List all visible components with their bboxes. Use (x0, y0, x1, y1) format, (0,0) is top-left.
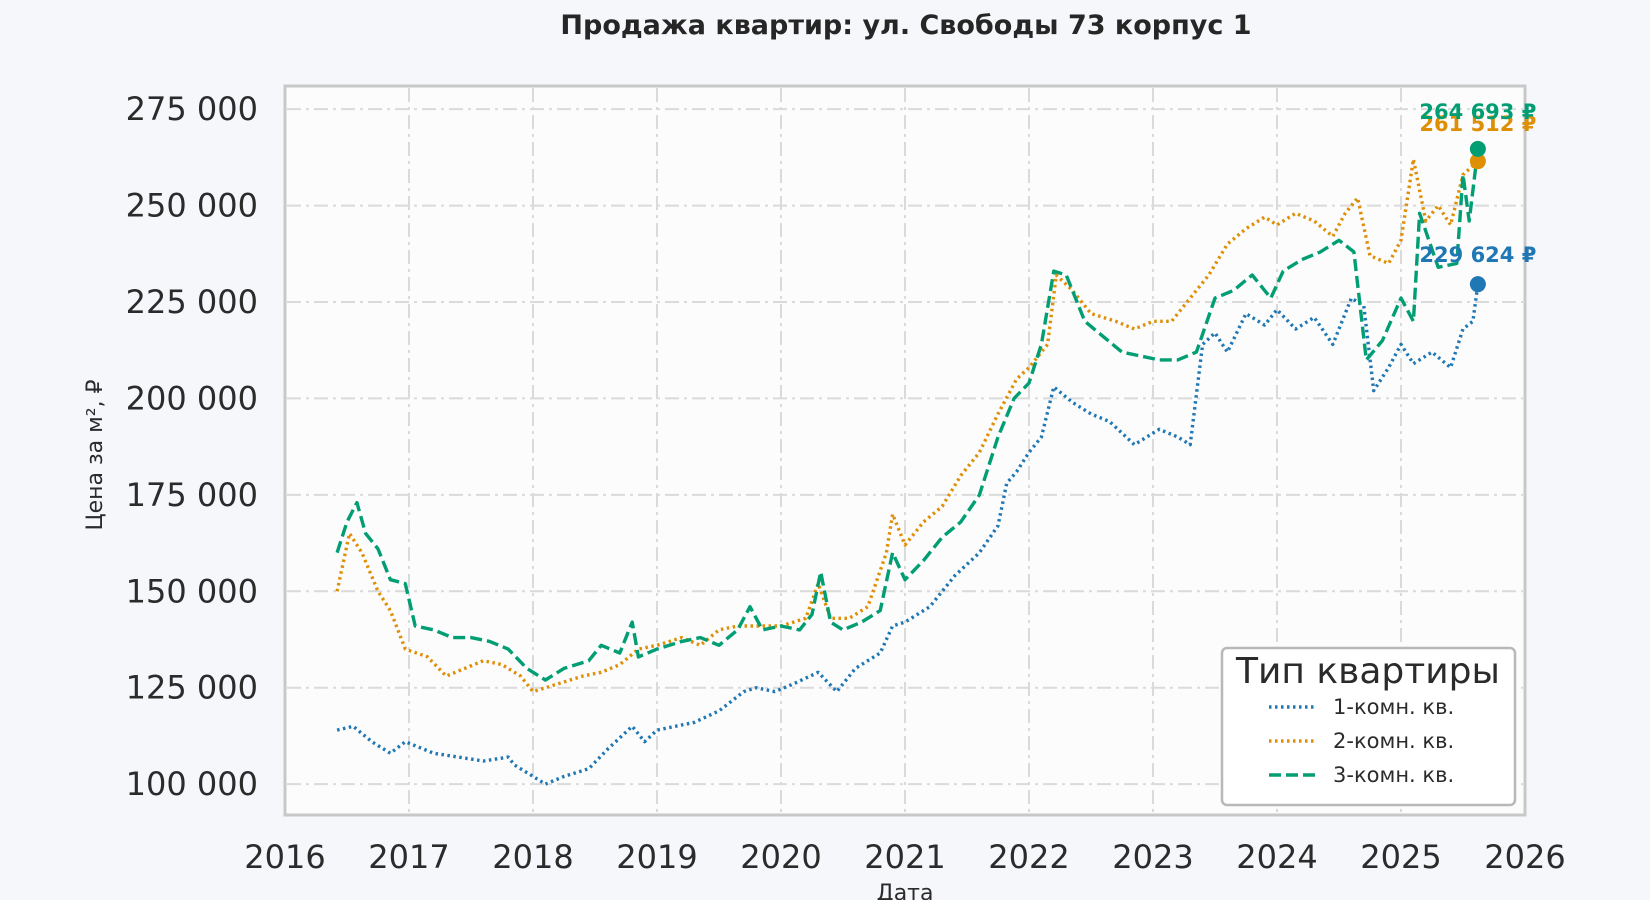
y-axis-label: Цена за м², ₽ (83, 379, 108, 530)
end-value-label: 264 693 ₽ (1419, 100, 1536, 124)
legend-box (1220, 646, 1517, 807)
y-tick-label: 275 000 (126, 90, 258, 128)
end-markers: 229 624 ₽ 261 512 ₽264 693 ₽ (1419, 100, 1536, 293)
x-tick-label: 2018 (492, 838, 573, 876)
y-tick-label: 200 000 (126, 379, 258, 417)
y-tick-label: 225 000 (126, 283, 258, 321)
legend: Тип квартиры 1-комн. кв. 2-комн. кв. 3-ком… (1220, 646, 1517, 807)
end-marker (1469, 140, 1486, 157)
y-tick-label: 250 000 (126, 187, 258, 225)
end-marker (1469, 276, 1486, 293)
x-axis-ticks: 2016 2017 2018 2019 2020 2021 2022 2023 2024 2025… (244, 838, 1565, 876)
x-tick-label: 2023 (1112, 838, 1193, 876)
y-tick-label: 125 000 (126, 669, 258, 707)
series-line (335, 157, 1480, 694)
legend-item-label: 3-комн. кв. (1333, 763, 1454, 787)
series-lines (335, 148, 1480, 786)
series-line (335, 148, 1480, 682)
legend-title: Тип квартиры (1235, 651, 1500, 692)
y-tick-label: 150 000 (126, 572, 258, 610)
y-axis-ticks: 100 000 125 000 150 000 175 000 200 000 225 0… (126, 90, 258, 803)
x-tick-label: 2016 (244, 838, 325, 876)
end-value-label: 261 512 ₽ (1419, 112, 1536, 136)
chart-title: Продажа квартир: ул. Свободы 73 корпус 1 (560, 10, 1251, 41)
series-line (336, 283, 1480, 786)
x-tick-label: 2021 (864, 838, 945, 876)
y-tick-label: 175 000 (126, 476, 258, 514)
x-axis-label: Дата (877, 881, 934, 900)
legend-item-label: 1-комн. кв. (1333, 695, 1454, 719)
x-tick-label: 2025 (1360, 838, 1441, 876)
x-tick-label: 2019 (616, 838, 697, 876)
y-tick-label: 100 000 (126, 765, 258, 803)
x-tick-label: 2026 (1484, 838, 1565, 876)
end-value-label: 229 624 ₽ (1419, 243, 1536, 267)
x-tick-label: 2017 (368, 838, 449, 876)
end-marker (1469, 153, 1486, 170)
x-tick-label: 2022 (988, 838, 1069, 876)
x-tick-label: 2020 (740, 838, 821, 876)
x-tick-label: 2024 (1236, 838, 1317, 876)
legend-item-label: 2-комн. кв. (1333, 729, 1454, 753)
